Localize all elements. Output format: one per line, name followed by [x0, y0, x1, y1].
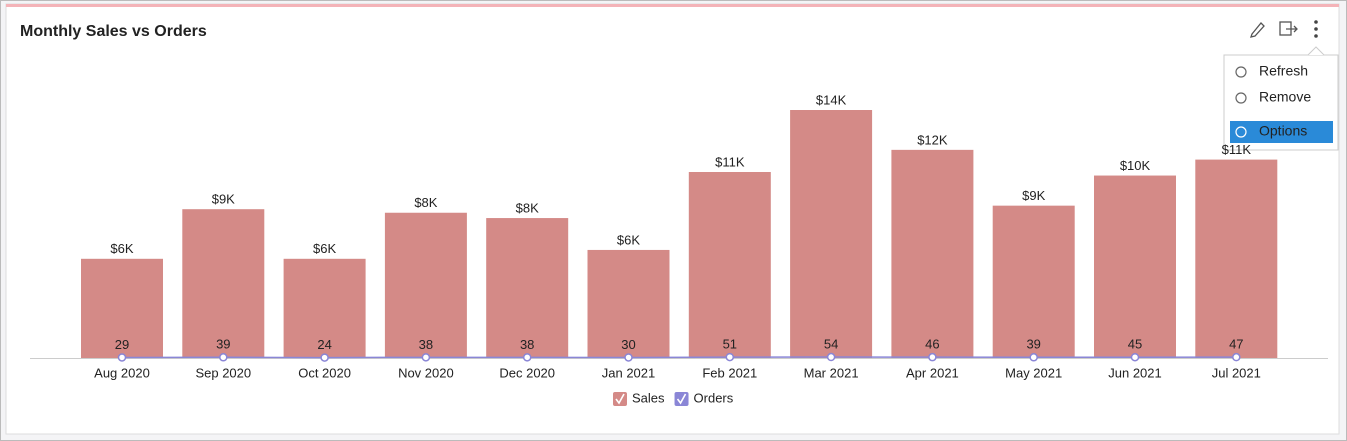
legend-check — [676, 393, 687, 405]
bar — [688, 172, 771, 358]
data-label: 47 — [1229, 337, 1243, 352]
menu-item[interactable]: Options — [1259, 123, 1307, 139]
data-label: 29 — [115, 337, 129, 352]
bar — [384, 212, 467, 358]
data-label: $8K — [414, 195, 437, 210]
legend-label[interactable]: Sales — [632, 390, 665, 405]
data-label: $6K — [617, 232, 640, 247]
point — [421, 353, 431, 362]
data-label: 24 — [317, 337, 331, 352]
data-label: $11K — [1222, 142, 1252, 157]
data-label: 38 — [419, 337, 433, 352]
point — [522, 353, 532, 362]
bar — [1195, 159, 1278, 358]
more-icon[interactable] — [1314, 20, 1318, 38]
x-tick-label: Jul 2021 — [1212, 365, 1261, 380]
x-tick-label: Sep 2020 — [195, 365, 251, 380]
x-tick-label: Dec 2020 — [499, 365, 555, 380]
legend-label[interactable]: Orders — [694, 390, 734, 405]
data-label: 54 — [824, 336, 838, 351]
point — [1232, 352, 1241, 362]
point — [1029, 353, 1038, 362]
point — [219, 353, 228, 362]
data-label: 46 — [925, 337, 939, 352]
x-tick-label: Apr 2021 — [906, 365, 959, 380]
data-label: 38 — [520, 337, 534, 352]
accent-bar — [6, 4, 1339, 7]
data-label: $14K — [816, 92, 847, 107]
data-label: $9K — [1022, 188, 1045, 203]
data-label: $6K — [313, 241, 336, 256]
data-label: 39 — [216, 337, 230, 352]
chart-title: Monthly Sales vs Orders — [20, 23, 207, 40]
point — [928, 352, 937, 362]
data-label: $12K — [917, 132, 948, 147]
data-label: 51 — [723, 337, 737, 352]
bar — [891, 149, 974, 358]
bar — [486, 218, 569, 358]
data-label: $11K — [715, 154, 745, 169]
menu-item[interactable]: Remove — [1259, 89, 1311, 105]
x-tick-label: Jan 2021 — [602, 365, 656, 380]
legend-check — [615, 393, 625, 405]
edit-icon[interactable] — [1250, 22, 1265, 38]
x-tick-label: Jun 2021 — [1108, 365, 1162, 380]
data-label: 30 — [621, 337, 635, 352]
data-label: $6K — [110, 241, 133, 256]
point — [725, 352, 735, 362]
legend-swatch[interactable] — [674, 392, 689, 406]
x-tick-label: Mar 2021 — [804, 365, 859, 380]
x-tick-label: May 2021 — [1005, 365, 1062, 380]
point — [320, 353, 329, 362]
x-tick-label: Oct 2020 — [298, 365, 351, 380]
menu-icon[interactable] — [1235, 92, 1247, 104]
menu-item[interactable]: Refresh — [1259, 63, 1308, 79]
bar — [790, 110, 873, 358]
bar — [1094, 175, 1176, 358]
x-tick-label: Aug 2020 — [94, 365, 150, 380]
point — [117, 353, 127, 362]
export-icon[interactable] — [1279, 21, 1298, 36]
point — [826, 352, 836, 362]
data-label: $9K — [212, 192, 235, 207]
menu-highlight — [1230, 121, 1333, 143]
data-label: $8K — [516, 200, 539, 215]
bar — [587, 249, 670, 358]
menu-icon[interactable] — [1235, 66, 1247, 78]
bar — [81, 258, 163, 358]
data-label: 39 — [1026, 337, 1040, 352]
bar — [992, 205, 1075, 358]
bar — [283, 258, 366, 358]
x-tick-label: Feb 2021 — [702, 365, 757, 380]
bar — [182, 209, 265, 358]
data-label: $10K — [1120, 158, 1151, 173]
legend-swatch[interactable] — [613, 392, 627, 406]
data-label: 45 — [1128, 337, 1142, 352]
point — [624, 353, 633, 362]
point — [1130, 352, 1140, 362]
x-tick-label: Nov 2020 — [398, 365, 454, 380]
menu-icon[interactable] — [1235, 126, 1247, 138]
line — [121, 356, 1237, 359]
menu-arrow — [1307, 46, 1325, 56]
